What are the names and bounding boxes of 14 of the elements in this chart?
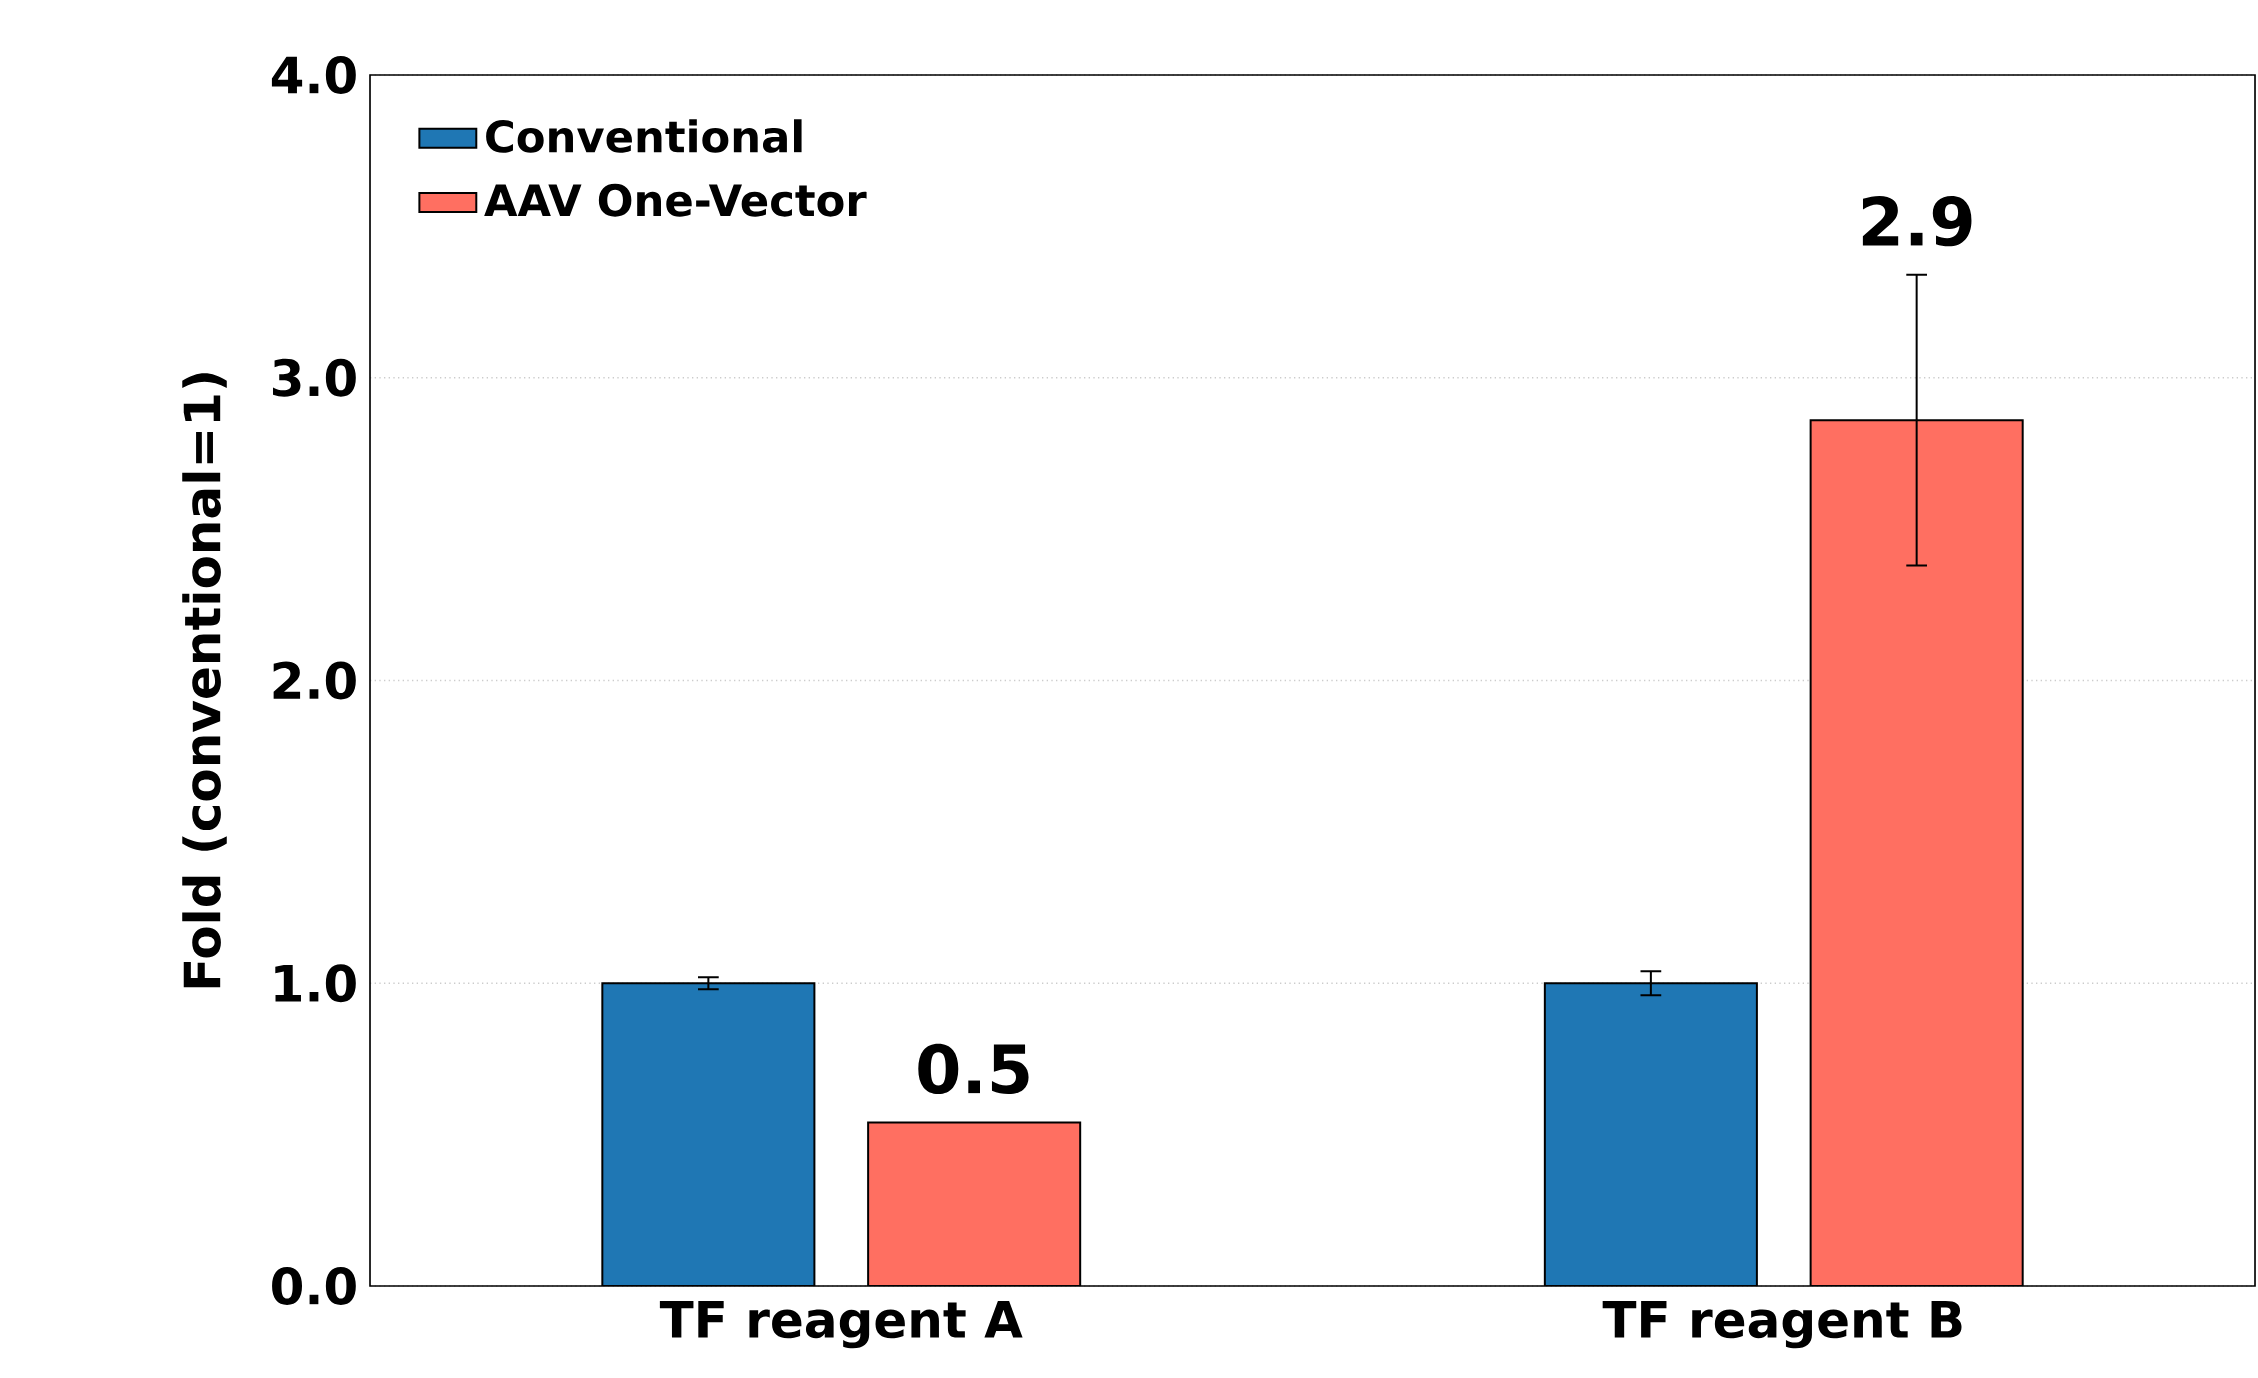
data-label: 0.5 (918, 1043, 1029, 1095)
y-tick-label: 1.0 (275, 964, 356, 1003)
y-tick-label: 2.0 (273, 661, 356, 700)
legend-label: AAV One-Vector (484, 183, 867, 217)
bar (601, 982, 816, 1286)
legend-label: Conventional (486, 119, 802, 153)
y-tick-label: 4.0 (271, 56, 356, 94)
x-tick-label: TF reagent B (1602, 1301, 1962, 1349)
y-tick-label: 3.0 (273, 358, 356, 397)
y-axis-title: Fold (conventional=1) (182, 373, 227, 988)
x-tick-label: TF reagent A (659, 1301, 1023, 1349)
y-tick-label: 0.0 (272, 1267, 356, 1305)
bar (1543, 982, 1758, 1286)
data-label: 2.9 (1862, 195, 1972, 247)
